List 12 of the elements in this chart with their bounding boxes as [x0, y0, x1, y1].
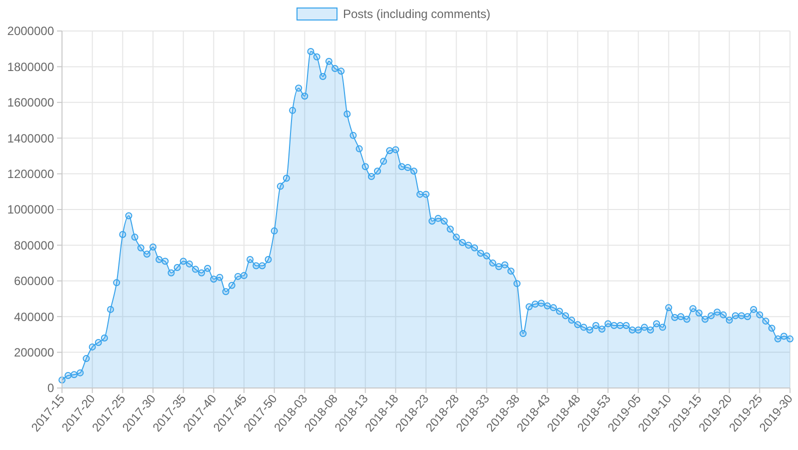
y-tick-label: 1800000 — [7, 60, 54, 74]
y-tick-label: 1000000 — [7, 202, 54, 217]
legend-label: Posts (including comments) — [343, 7, 490, 22]
y-tick-label: 1600000 — [7, 96, 54, 110]
y-tick-label: 800000 — [14, 238, 54, 252]
y-tick-label: 0 — [47, 381, 54, 396]
y-tick-label: 200000 — [14, 346, 54, 360]
y-tick-label: 600000 — [14, 274, 54, 288]
y-tick-label: 400000 — [14, 310, 54, 324]
y-tick-label: 1400000 — [7, 131, 54, 146]
y-tick-label: 2000000 — [7, 24, 54, 38]
y-tick-label: 1200000 — [7, 167, 54, 181]
